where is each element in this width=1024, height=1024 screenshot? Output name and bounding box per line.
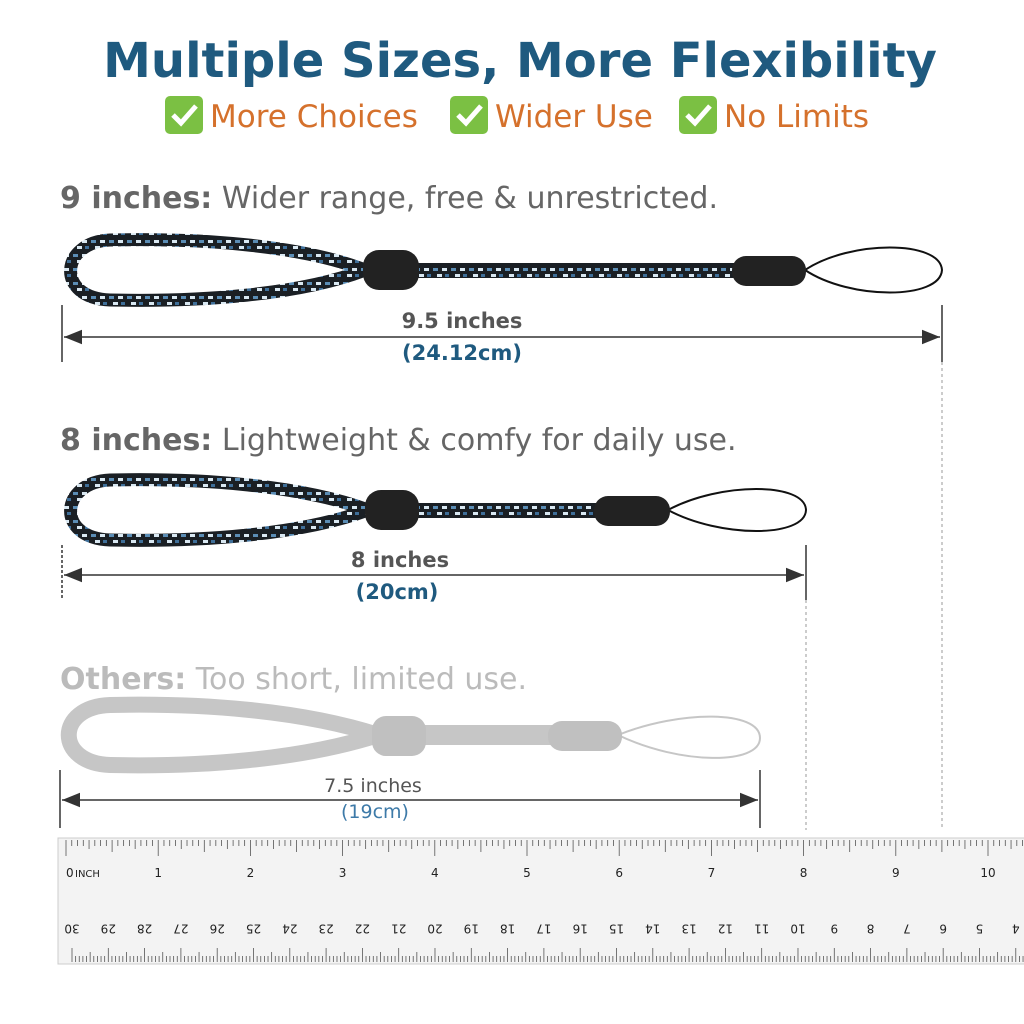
cm-label: 16 — [573, 922, 588, 936]
cm-label: 21 — [391, 922, 406, 936]
cm-label: 17 — [536, 922, 551, 936]
cm-label: 11 — [754, 922, 769, 936]
cm-label: 28 — [137, 922, 152, 936]
inch-label: 9 — [892, 866, 900, 880]
badge: More Choices — [210, 99, 418, 135]
cm-label: 10 — [790, 922, 805, 936]
measure-label: 8 inches — [351, 548, 449, 572]
measure-label: 7.5 inches — [324, 775, 422, 797]
check-icon — [679, 96, 717, 134]
section-heading: 9 inches: Wider range, free & unrestrict… — [60, 181, 718, 216]
metric-label: (20cm) — [356, 580, 439, 604]
badges: More Choices Wider Use No Limits — [165, 96, 869, 135]
section-heading: 8 inches: Lightweight & comfy for daily … — [60, 423, 737, 458]
metric-label: (24.12cm) — [402, 341, 522, 365]
cm-label: 19 — [464, 922, 479, 936]
dimension-9in — [61, 305, 943, 830]
cm-label: 26 — [210, 922, 225, 936]
cm-label: 27 — [173, 922, 188, 936]
check-icon — [165, 96, 203, 134]
ruler-unit: INCH — [75, 869, 100, 880]
size-description: Too short, limited use. — [195, 662, 527, 697]
title: Multiple Sizes, More Flexibility — [103, 33, 937, 89]
inch-label: 2 — [247, 866, 255, 880]
inch-label: 0 — [66, 866, 74, 880]
check-icon — [450, 96, 488, 134]
ruler-body — [57, 837, 1024, 965]
dimension-other — [59, 770, 761, 828]
cm-label: 12 — [718, 922, 733, 936]
cm-label: 8 — [867, 922, 875, 936]
cm-label: 29 — [101, 922, 116, 936]
inch-label: 3 — [339, 866, 347, 880]
cm-label: 30 — [64, 922, 79, 936]
cm-label: 24 — [282, 922, 297, 936]
size-description: Wider range, free & unrestricted. — [222, 181, 718, 216]
strap-8in — [64, 473, 808, 547]
inch-label: 10 — [980, 866, 995, 880]
inch-label: 5 — [523, 866, 531, 880]
dimension-8in — [61, 545, 807, 830]
badge: Wider Use — [495, 99, 653, 135]
section-heading: Others: Too short, limited use. — [60, 662, 527, 697]
cm-label: 25 — [246, 922, 261, 936]
cm-label: 23 — [318, 922, 333, 936]
inch-label: 7 — [708, 866, 716, 880]
cm-label: 4 — [1012, 922, 1020, 936]
metric-label: (19cm) — [341, 801, 409, 823]
cm-label: 6 — [939, 922, 947, 936]
cm-label: 18 — [500, 922, 515, 936]
cm-label: 7 — [903, 922, 911, 936]
cm-label: 5 — [976, 922, 984, 936]
cm-label: 13 — [681, 922, 696, 936]
badge: No Limits — [724, 99, 869, 135]
size-label: 9 inches: — [60, 181, 212, 216]
cm-label: 9 — [830, 922, 838, 936]
inch-label: 4 — [431, 866, 439, 880]
size-label: Others: — [60, 662, 186, 697]
cm-label: 15 — [609, 922, 624, 936]
inch-label: 6 — [615, 866, 623, 880]
cm-label: 14 — [645, 922, 660, 936]
inch-label: 8 — [800, 866, 808, 880]
strap-9in — [64, 233, 944, 307]
inch-label: 1 — [154, 866, 162, 880]
size-description: Lightweight & comfy for daily use. — [222, 423, 737, 458]
size-label: 8 inches: — [60, 423, 212, 458]
cm-label: 20 — [427, 922, 442, 936]
measure-label: 9.5 inches — [402, 309, 523, 333]
cm-label: 22 — [355, 922, 370, 936]
strap-other — [60, 696, 762, 774]
